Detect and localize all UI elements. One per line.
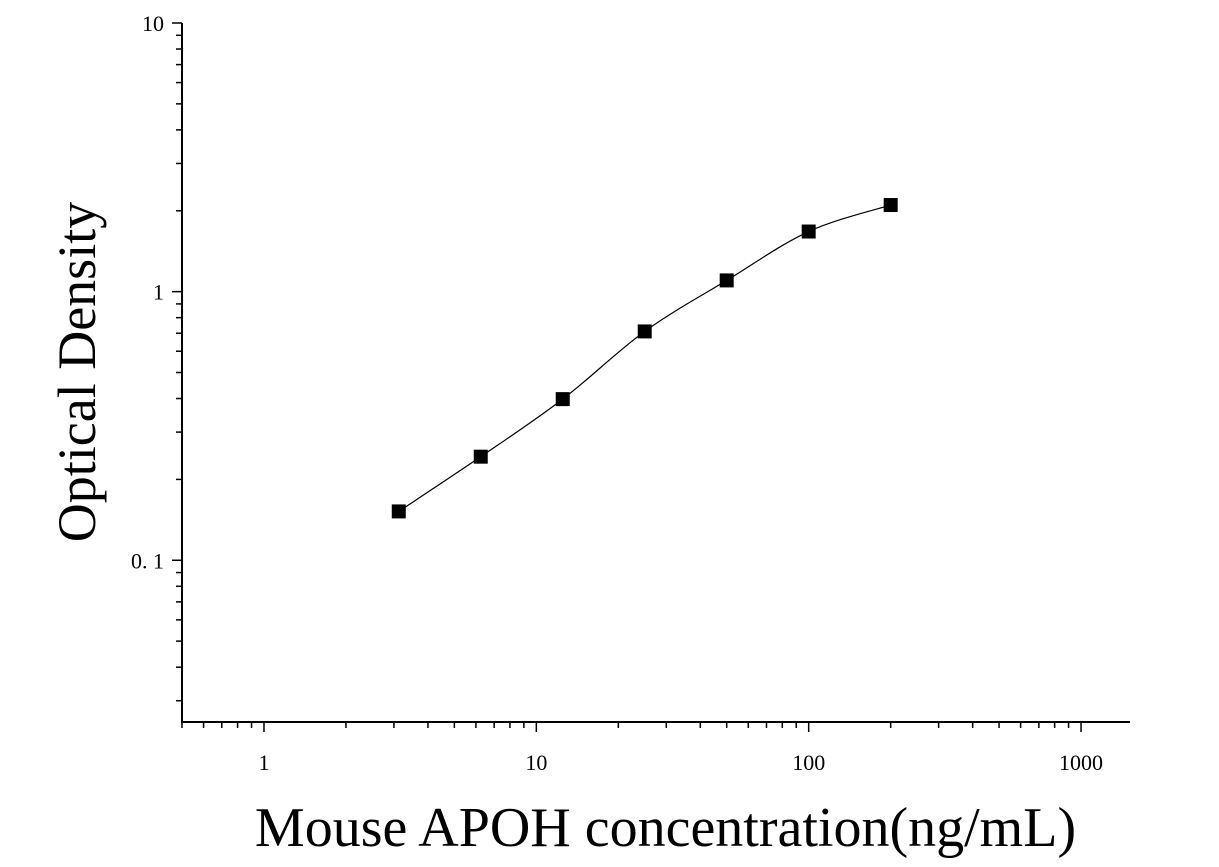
y-tick-label: 1 <box>153 280 164 305</box>
x-tick-label: 10 <box>525 750 547 775</box>
data-point <box>637 324 652 339</box>
data-point <box>473 449 488 464</box>
x-axis-title: Mouse APOH concentration(ng/mL) <box>255 797 1076 859</box>
x-tick-label: 1 <box>258 750 269 775</box>
data-point <box>719 273 734 288</box>
data-point <box>391 504 406 519</box>
y-axis-title: Optical Density <box>47 202 107 542</box>
y-tick-label: 10 <box>142 11 164 36</box>
minor-ticks <box>176 34 1070 728</box>
data-point <box>801 224 816 239</box>
fit-curve <box>398 204 891 512</box>
data-point <box>555 392 570 407</box>
tick-labels: 1 10 100 1000 0. 1 1 10 <box>131 11 1103 775</box>
x-tick-label: 1000 <box>1059 750 1103 775</box>
major-ticks <box>172 22 1082 732</box>
y-tick-label: 0. 1 <box>131 548 164 573</box>
data-points <box>391 198 898 519</box>
data-point <box>883 198 898 213</box>
x-tick-label: 100 <box>792 750 825 775</box>
